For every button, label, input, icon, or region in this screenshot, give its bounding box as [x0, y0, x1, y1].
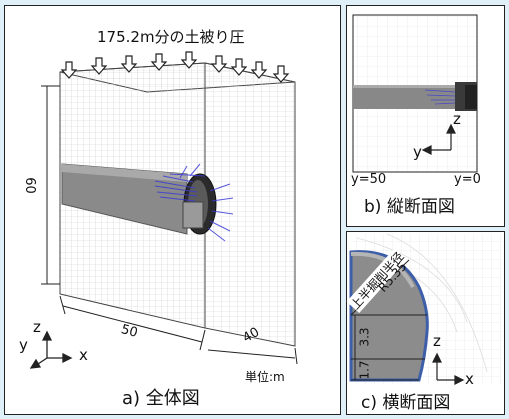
support-force-arrows: [154, 163, 234, 242]
panel-full-view: 175.2m分の土被り圧 60 50 40 z y x 単位:m a) 全体図: [4, 5, 341, 415]
cross-section-drawing: [349, 233, 501, 385]
full-model-drawing: [29, 51, 298, 369]
height-dimension: 60: [21, 177, 37, 194]
upper-dimension: 3.3: [357, 327, 372, 347]
axis-triad: [29, 330, 73, 369]
axis-z-label: z: [433, 332, 441, 350]
load-label: 175.2m分の土被り圧: [97, 28, 245, 46]
caption-longitudinal: b) 縦断面図: [364, 197, 455, 217]
caption-full-view: a) 全体図: [122, 388, 200, 409]
support-force-arrows: [424, 89, 456, 105]
longitudinal-section-drawing: [352, 14, 478, 173]
axis-triad: [432, 352, 465, 385]
unit-label: 単位:m: [245, 370, 285, 384]
tunnel-section: [353, 85, 465, 109]
axis-z-label: z: [453, 110, 461, 128]
lower-dimension: 1.7: [357, 360, 372, 380]
y0-label: y=0: [454, 172, 481, 187]
axis-triad: [421, 123, 456, 155]
y50-label: y=50: [351, 172, 387, 187]
dimension-lines: [41, 85, 298, 365]
axis-y-label: y: [19, 336, 28, 354]
load-arrows: [60, 51, 290, 83]
axis-x-label: x: [465, 370, 474, 388]
model-right-face: [204, 62, 296, 347]
panel-longitudinal-section: z y y=50 y=0 b) 縦断面図: [346, 5, 505, 227]
panel-cross-section: 上半掘削半径 R5.35 3.3 1.7 z x c) 横断面図: [346, 231, 505, 415]
axis-x-label: x: [79, 346, 88, 364]
axis-z-label: z: [33, 318, 41, 336]
caption-cross-section: c) 横断面図: [361, 393, 451, 413]
axis-y-label: y: [413, 143, 422, 161]
